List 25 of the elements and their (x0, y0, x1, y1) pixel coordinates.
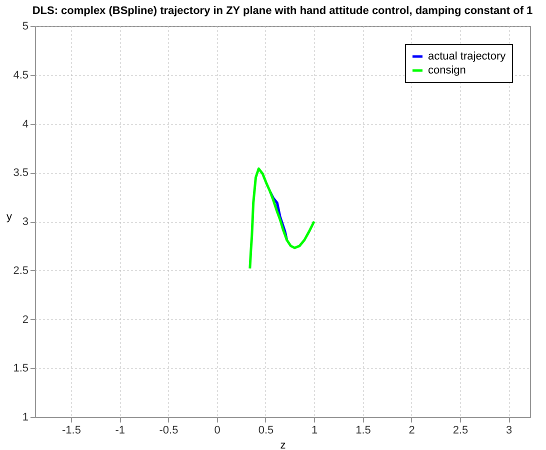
x-tick-label: -0.5 (159, 424, 178, 436)
y-tick-label: 4 (22, 118, 28, 130)
legend-label: consign (428, 64, 466, 76)
x-tick-label: -1.5 (62, 424, 81, 436)
x-axis-title: z (280, 440, 286, 450)
x-tick-label: 2 (408, 424, 415, 436)
y-tick-label: 5 (22, 20, 28, 32)
y-tick-label: 1 (22, 412, 28, 424)
y-axis-title: y (6, 211, 12, 223)
y-tick-label: 3 (22, 216, 28, 228)
y-tick-label: 3.5 (13, 167, 28, 180)
y-tick-label: 4.5 (13, 69, 28, 82)
line-series (248, 167, 316, 270)
chart-title: DLS: complex (BSpline) trajectory in ZY plane with hand attitude control, damping constant of 1 (32, 5, 533, 17)
x-tick-label: 0 (214, 424, 220, 436)
x-tick-label: 3 (506, 424, 512, 436)
x-tick-label: 1 (312, 424, 318, 436)
x-tick-label: 1.5 (356, 424, 371, 436)
x-tick-label: -1 (115, 424, 125, 436)
x-tick-label: 0.5 (258, 424, 274, 436)
legend-label: actual trajectory (428, 50, 506, 62)
y-tick-label: 1.5 (13, 362, 28, 375)
y-tick-label: 2.5 (13, 264, 28, 277)
x-tick-label: 2.5 (452, 424, 468, 436)
y-tick-label: 2 (22, 314, 28, 326)
